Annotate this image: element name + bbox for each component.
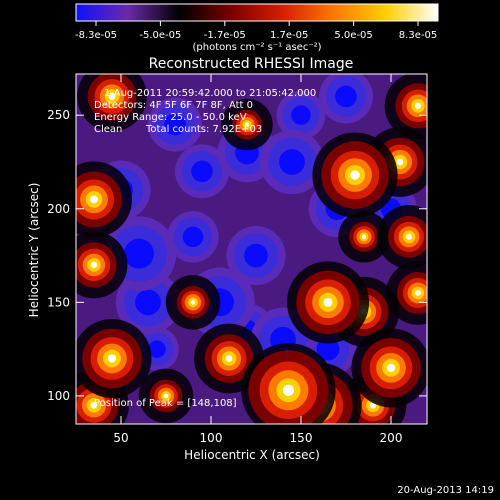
emission-blob <box>165 275 221 330</box>
colorbar-tick-label: 8.3e-05 <box>399 30 437 41</box>
timestamp: 20-Aug-2013 14:19 <box>397 485 494 496</box>
emission-blob <box>377 204 427 269</box>
x-tick-label: 50 <box>113 431 128 445</box>
emission-blob <box>384 74 427 140</box>
colorbar-tick-label: 5.0e-05 <box>334 30 372 41</box>
emission-blob <box>386 261 427 325</box>
y-tick-label: 200 <box>47 202 70 216</box>
negative-blob <box>167 211 219 263</box>
peak-position-label: Position of Peak = [148,108] <box>94 398 237 409</box>
annotation-time-range: 1-Aug-2011 20:59:42.000 to 21:05:42.000 <box>104 88 316 99</box>
plot-frame <box>75 73 428 425</box>
negative-blob <box>148 97 202 152</box>
colorbar-tick-label: 1.7e-05 <box>270 30 308 41</box>
negative-blob <box>259 129 325 195</box>
x-tick-label: 150 <box>290 431 313 445</box>
y-axis: 100 150 200 250 <box>47 108 427 403</box>
annotation-energy-range: Energy Range: 25.0 - 50.0 keV <box>94 112 247 123</box>
emission-blob <box>76 161 132 238</box>
y-tick-label: 250 <box>47 108 70 122</box>
observation-annotations: 1-Aug-2011 20:59:42.000 to 21:05:42.000 … <box>94 88 316 135</box>
chart-title: Reconstructed RHESSI Image <box>149 56 354 72</box>
emission-blob <box>351 328 427 408</box>
colorbar-tick-label: -5.0e-05 <box>139 30 181 41</box>
emission-blob <box>286 261 370 344</box>
y-axis-label: Heliocentric Y (arcsec) <box>27 183 41 318</box>
x-axis: 50 100 150 200 <box>113 74 402 445</box>
annotation-method: Clean <box>94 124 122 135</box>
annotation-detectors: Detectors: 4F 5F 6F 7F 8F, Att 0 <box>94 100 253 111</box>
emission-blob <box>138 368 194 424</box>
emission-blob <box>76 231 128 299</box>
negative-blob <box>226 225 286 286</box>
x-axis-label: Heliocentric X (arcsec) <box>184 448 320 462</box>
annotation-total-counts: Total counts: 7.92E+03 <box>145 124 262 135</box>
x-tick-label: 100 <box>200 431 223 445</box>
heatmap-image <box>76 74 427 424</box>
negative-blob <box>276 90 326 140</box>
emission-blob <box>76 318 152 399</box>
emission-blob <box>77 74 147 132</box>
emission-blob <box>338 211 390 263</box>
x-tick-label: 200 <box>380 431 403 445</box>
emission-blob <box>312 132 398 218</box>
colorbar-tick-label: -1.7e-05 <box>204 30 246 41</box>
colorbar <box>75 3 439 22</box>
colorbar-ticks: -8.3e-05 -5.0e-05 -1.7e-05 1.7e-05 5.0e-05 8.… <box>75 21 437 41</box>
y-tick-label: 150 <box>47 295 70 309</box>
negative-blob <box>319 74 373 124</box>
y-tick-label: 100 <box>47 389 70 403</box>
colorbar-unit-label: (photons cm⁻² s⁻¹ asec⁻²) <box>192 42 321 53</box>
emission-blob <box>221 98 273 151</box>
negative-blob <box>175 144 229 199</box>
emission-blob <box>241 343 336 424</box>
colorbar-tick-label: -8.3e-05 <box>75 30 117 41</box>
